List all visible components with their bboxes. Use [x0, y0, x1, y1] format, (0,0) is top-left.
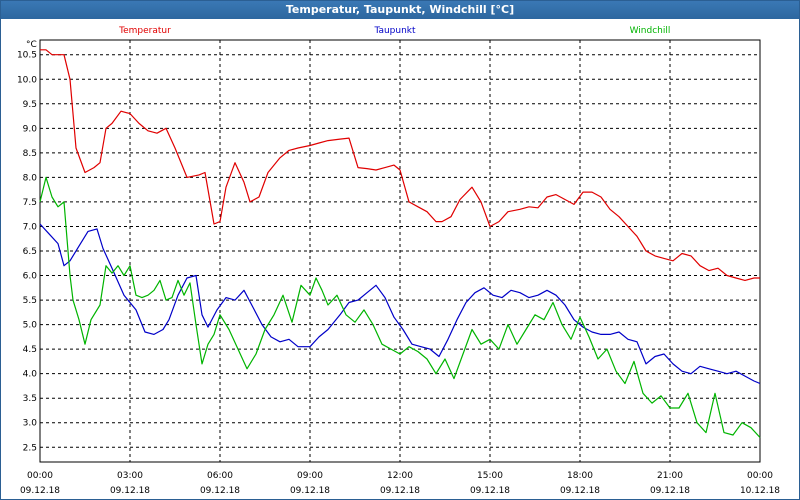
tick-labels: 10.5 10.0 9.5 9.0 8.5 8.0 7.5 7.0 6.5 6.0 5.5 5.0 4.… [17, 51, 780, 496]
x-tick-date-label: 10.12.18 [740, 486, 780, 496]
x-tick-date-label: 09.12.18 [200, 486, 240, 496]
x-tick-time-label: 15:00 [477, 471, 503, 481]
series-lines [39, 49, 761, 438]
x-tick-date-label: 09.12.18 [110, 486, 150, 496]
x-tick-date-label: 09.12.18 [290, 486, 330, 496]
y-tick-label: 5.5 [23, 296, 37, 306]
x-tick-date-label: 09.12.18 [560, 486, 600, 496]
x-tick-time-label: 09:00 [297, 471, 323, 481]
series-line-windchill [39, 176, 761, 438]
y-tick-label: 7.5 [23, 198, 37, 208]
y-tick-label: 9.0 [23, 124, 38, 134]
y-tick-label: 6.5 [23, 247, 37, 257]
y-axis-unit-label: °C [26, 40, 37, 50]
x-tick-date-label: 09.12.18 [380, 486, 420, 496]
y-tick-label: 3.5 [23, 394, 37, 404]
x-tick-date-label: 09.12.18 [650, 486, 690, 496]
x-tick-time-label: 00:00 [747, 471, 773, 481]
grid-lines [40, 40, 760, 462]
legend: Temperatur Taupunkt Windchill [118, 26, 670, 36]
x-tick-time-label: 18:00 [567, 471, 593, 481]
x-tick-date-label: 09.12.18 [470, 486, 510, 496]
y-tick-label: 6.0 [23, 272, 38, 282]
y-tick-label: 4.5 [23, 345, 37, 355]
legend-entry-windchill: Windchill [630, 26, 671, 36]
y-tick-label: 2.5 [23, 443, 37, 453]
y-tick-label: 7.0 [23, 222, 38, 232]
y-tick-label: 5.0 [23, 321, 38, 331]
x-tick-time-label: 06:00 [207, 471, 233, 481]
x-tick-time-label: 21:00 [657, 471, 683, 481]
legend-entry-taupunkt: Taupunkt [373, 26, 416, 36]
x-tick-time-label: 03:00 [117, 471, 143, 481]
y-tick-label: 10.5 [17, 51, 37, 61]
x-tick-time-label: 00:00 [27, 471, 53, 481]
y-tick-label: 9.5 [23, 100, 37, 110]
x-tick-time-label: 12:00 [387, 471, 413, 481]
y-tick-label: 8.0 [23, 173, 38, 183]
series-line-taupunkt [39, 223, 761, 385]
y-tick-label: 10.0 [17, 75, 37, 85]
y-tick-label: 4.0 [23, 370, 38, 380]
legend-entry-temperatur: Temperatur [118, 26, 171, 36]
window-title: Temperatur, Taupunkt, Windchill [°C] [1, 1, 799, 19]
y-tick-label: 3.0 [23, 419, 38, 429]
x-tick-date-label: 09.12.18 [20, 486, 60, 496]
y-tick-label: 8.5 [23, 149, 37, 159]
series-line-temperatur [40, 49, 760, 281]
